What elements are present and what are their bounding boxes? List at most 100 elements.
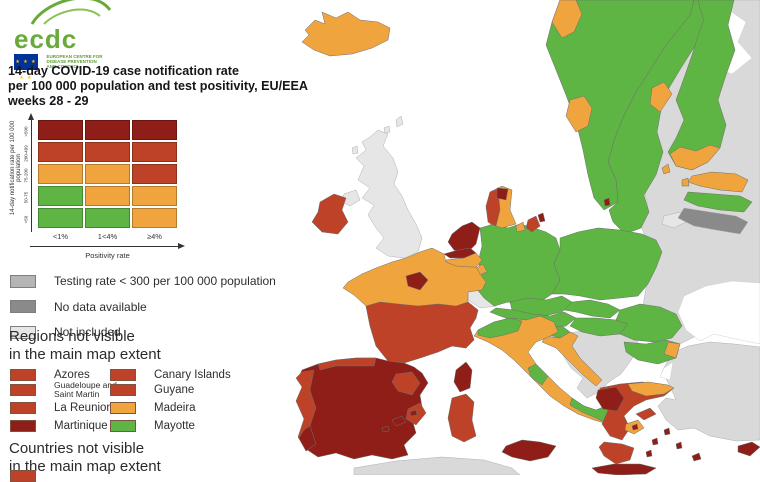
map-region-euboea — [635, 407, 657, 421]
matrix-cell-2-2 — [132, 164, 177, 184]
map-region-norway — [545, 0, 695, 211]
map-region-crete — [591, 463, 657, 475]
matrix-cell-1-0 — [38, 142, 83, 162]
map-region-germany — [475, 223, 561, 307]
map-region-spain_north_strip — [317, 357, 377, 371]
map-region-italy_northwest — [477, 317, 523, 339]
region-swatch — [10, 369, 36, 381]
map-region-rhodes — [691, 452, 702, 462]
map-region-bornholm — [603, 197, 611, 207]
map-region-italy_campania — [527, 363, 549, 386]
status-legend-label: No data available — [54, 299, 147, 314]
regions-legend-heading: Regions not visible in the main map exte… — [9, 328, 161, 363]
matrix-row-labels: >500 200-499 75-200 50-75 <50 — [16, 120, 36, 230]
map-region-slovakia — [563, 299, 621, 319]
map-region-great_britain — [355, 129, 423, 259]
map-region-estonia_islands — [681, 177, 690, 187]
matrix-row-label: 200-499 — [23, 144, 29, 162]
status-legend-item: No data available — [10, 300, 147, 314]
risk-matrix-legend — [38, 120, 177, 228]
map-region-norway_vestland — [565, 95, 593, 133]
region-legend-item: Martinique — [10, 419, 108, 433]
status-legend-item: Not included — [10, 325, 121, 339]
matrix-row-label: >500 — [23, 125, 29, 137]
region-legend-label: Martinique — [54, 420, 108, 432]
map-region-athens — [631, 423, 639, 431]
map-region-netherlands — [447, 221, 481, 255]
map-region-greece_northwest — [595, 386, 625, 412]
matrix-cell-2-0 — [38, 164, 83, 184]
map-region-africa_coast — [353, 456, 521, 475]
region-legend-item: Canary Islands — [110, 368, 231, 382]
map-region-sicily — [501, 439, 557, 462]
map-region-ireland — [311, 193, 349, 235]
matrix-cell-0-0 — [38, 120, 83, 140]
region-legend-label: Azores — [54, 369, 90, 381]
eu-flag-icon: ★ ★ ★ ★ ★ — [14, 54, 38, 81]
matrix-cell-2-1 — [85, 164, 130, 184]
matrix-cell-4-0 — [38, 208, 83, 228]
region-legend-item: La Reunion — [10, 401, 113, 415]
map-region-orkney — [383, 125, 391, 134]
matrix-row-label: 50-75 — [23, 191, 29, 203]
region-legend-item: Azores — [10, 368, 90, 382]
matrix-x-axis-arrow — [30, 243, 185, 249]
map-region-corsica — [453, 361, 473, 393]
status-legend-label: Not included — [54, 325, 121, 339]
not_included-swatch — [10, 325, 36, 339]
matrix-row-label: 75-200 — [23, 168, 29, 183]
matrix-cell-0-1 — [85, 120, 130, 140]
ecdc-wordmark: ecdc — [14, 24, 78, 54]
region-legend-item: Mayotte — [110, 419, 195, 433]
matrix-row-label: <50 — [23, 215, 29, 223]
map-region-iceland — [301, 11, 391, 57]
region-swatch — [110, 402, 136, 414]
matrix-x-axis-label: Positivity rate — [85, 251, 130, 260]
testing_low-swatch — [10, 274, 36, 288]
region-legend-label: Mayotte — [154, 420, 195, 432]
ecdc-swirl-icon — [30, 0, 112, 25]
map-title: 14-day COVID-19 case notification rate p… — [8, 64, 308, 108]
matrix-cell-1-2 — [132, 142, 177, 162]
matrix-cell-3-2 — [132, 186, 177, 206]
region-swatch — [110, 369, 136, 381]
matrix-y-axis-arrow — [28, 113, 34, 232]
matrix-col-labels: <1% 1<4% ≥4% — [38, 232, 177, 241]
map-region-bulgaria_se — [663, 341, 681, 359]
map-region-france_south — [365, 301, 479, 364]
map-region-spain_east — [391, 371, 421, 396]
map-region-sweden_east_coast — [649, 81, 673, 113]
map-region-aegean_island_4 — [645, 449, 653, 458]
matrix-cell-1-1 — [85, 142, 130, 162]
map-region-poland — [551, 227, 663, 301]
map-region-turkey — [657, 341, 760, 442]
map-region-croatia — [541, 331, 603, 387]
map-region-black_sea — [677, 280, 760, 345]
map-region-latvia — [683, 191, 753, 213]
matrix-col-label: <1% — [52, 232, 69, 241]
no_data-swatch — [10, 300, 36, 313]
status-legend-label: Testing rate < 300 per 100 000 populatio… — [54, 274, 276, 288]
map-region-hebrides — [351, 145, 359, 155]
region-legend-item: Guadeloupe and Saint Martin — [10, 381, 124, 399]
map-region-cyprus — [737, 441, 760, 457]
map-region-aland — [661, 163, 671, 175]
matrix-col-label: 1<4% — [97, 232, 118, 241]
region-swatch — [10, 402, 36, 414]
region-legend-item: Madeira — [110, 401, 196, 415]
matrix-cell-3-1 — [85, 186, 130, 206]
map-region-estonia — [687, 171, 749, 193]
map-region-ibiza — [381, 425, 390, 433]
region-legend-label: Madeira — [154, 402, 196, 414]
ecdc-logo-subtext: EUROPEAN CENTRE FOR DISEASE PREVENTION A… — [46, 54, 103, 69]
matrix-cell-4-2 — [132, 208, 177, 228]
region-swatch — [10, 420, 36, 432]
map-region-aegean_island_1 — [651, 437, 659, 446]
matrix-cell-4-1 — [85, 208, 130, 228]
map-region-norway_north — [551, 0, 583, 39]
map-region-copenhagen — [537, 212, 546, 223]
map-region-denmark_north — [496, 187, 509, 201]
status-legend-item: Testing rate < 300 per 100 000 populatio… — [10, 274, 276, 288]
region-legend-label: Guyane — [154, 384, 195, 396]
